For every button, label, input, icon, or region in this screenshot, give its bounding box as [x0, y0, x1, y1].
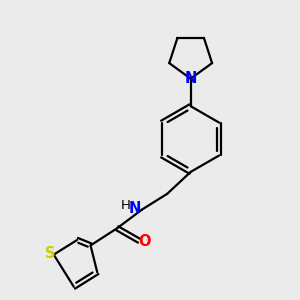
Text: O: O: [138, 235, 151, 250]
Text: S: S: [45, 247, 55, 262]
Text: N: N: [129, 201, 142, 216]
Text: H: H: [121, 199, 131, 212]
Text: N: N: [184, 70, 197, 86]
